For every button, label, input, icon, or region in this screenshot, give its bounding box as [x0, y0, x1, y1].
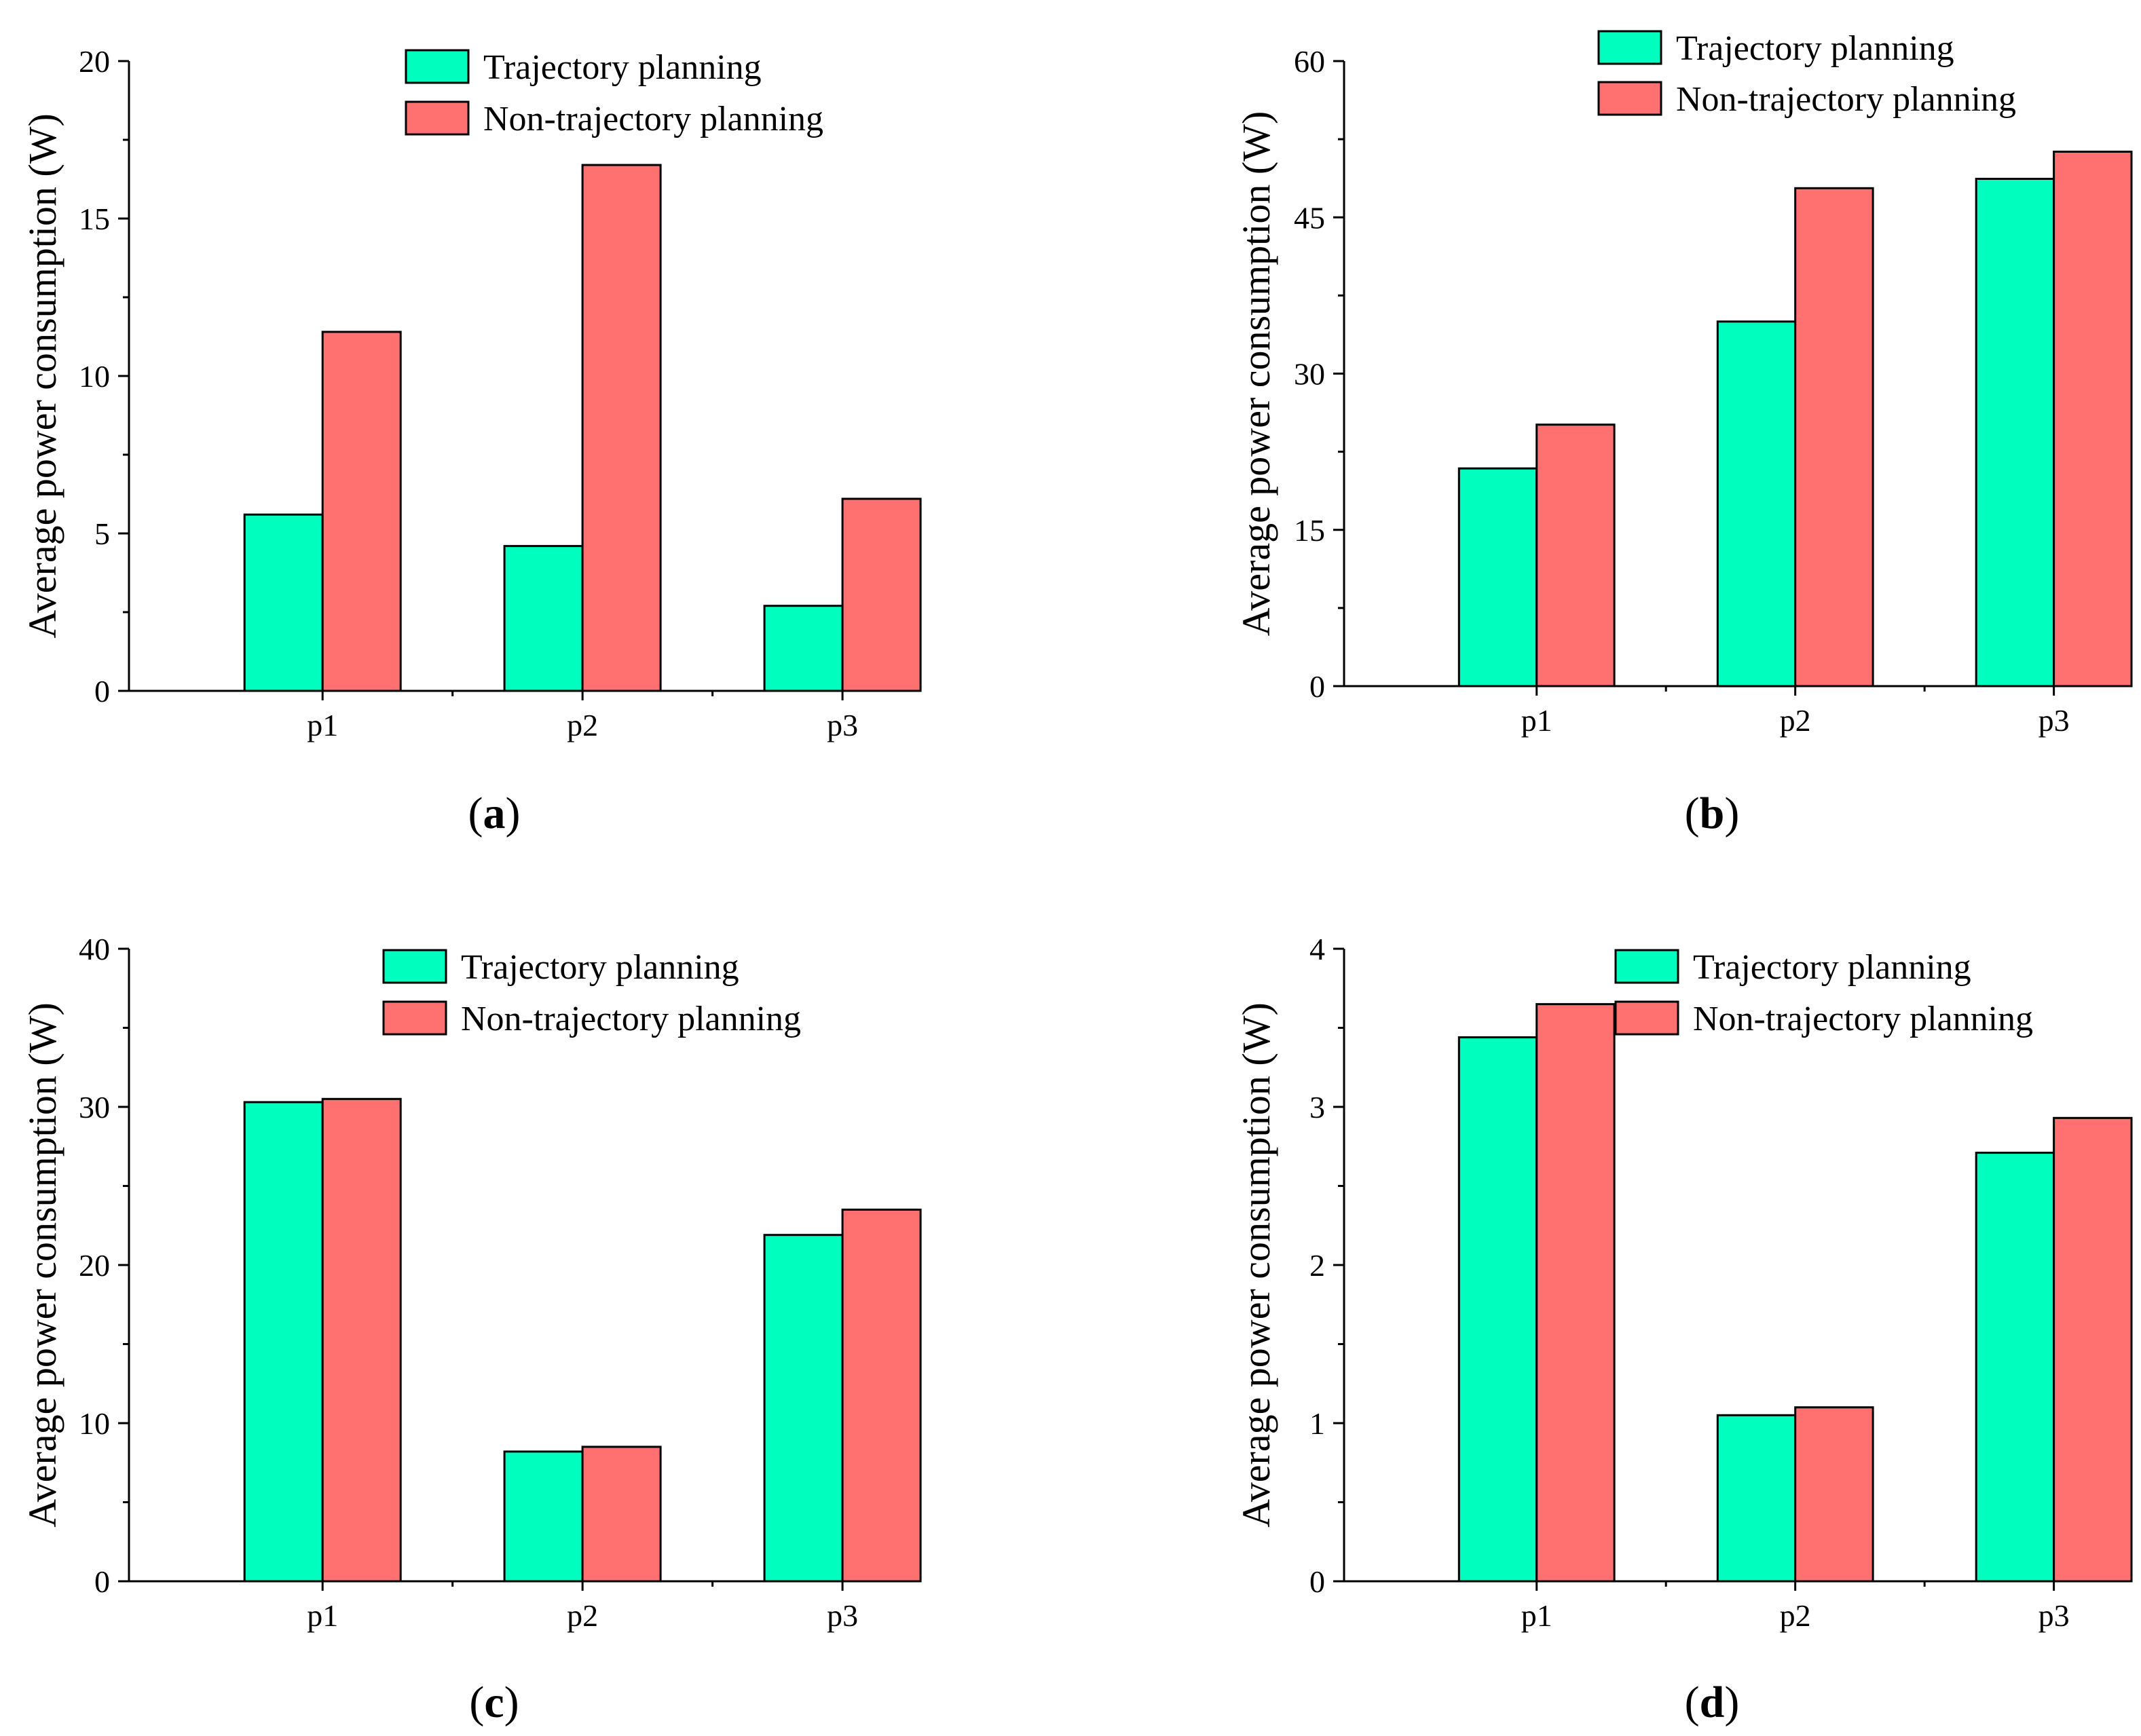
- bar-non-trajectory-p1: [1535, 423, 1616, 687]
- y-tick-label: 1: [1309, 1406, 1325, 1441]
- panel-label: (c): [469, 1678, 519, 1727]
- y-tick-label: 0: [94, 674, 110, 709]
- y-tick-label: 10: [79, 359, 110, 394]
- bar-trajectory-p3: [1975, 178, 2055, 687]
- bar-trajectory-p2: [1716, 320, 1797, 687]
- legend-label-trajectory: Trajectory planning: [461, 948, 739, 987]
- bar-non-trajectory-p1: [321, 331, 402, 692]
- bar-trajectory-p1: [243, 513, 324, 692]
- y-tick-label: 15: [79, 202, 110, 236]
- y-tick-label: 30: [79, 1090, 110, 1125]
- y-tick-label: 0: [1309, 1564, 1325, 1599]
- bar-non-trajectory-p3: [2053, 1116, 2133, 1583]
- y-tick-label: 5: [94, 516, 110, 551]
- panel-label: (d): [1685, 1678, 1740, 1727]
- bar-trajectory-p3: [763, 1234, 844, 1583]
- y-tick-label: 2: [1309, 1248, 1325, 1283]
- bar-trajectory-p1: [243, 1101, 324, 1583]
- y-tick-label: 30: [1294, 357, 1325, 392]
- x-tick-label-p3: p3: [2038, 703, 2070, 738]
- bar-trajectory-p1: [1457, 1036, 1538, 1583]
- bar-non-trajectory-p1: [1535, 1003, 1616, 1583]
- bar-non-trajectory-p2: [1794, 187, 1874, 687]
- x-tick-label-p1: p1: [307, 1598, 338, 1633]
- chart-panel-b: 0 15 30 45 60 p1 p2 p3 Average power consumption…: [1234, 29, 2133, 838]
- legend-swatch-non-trajectory: [382, 1000, 447, 1036]
- panel-letter: c: [484, 1678, 504, 1727]
- y-tick-label: 20: [79, 1248, 110, 1283]
- x-tick-label-p1: p1: [1521, 703, 1552, 738]
- legend-swatch-non-trajectory: [1597, 81, 1662, 116]
- y-tick-label: 60: [1294, 44, 1325, 79]
- bar-trajectory-p2: [503, 1450, 584, 1583]
- legend-label-non-trajectory: Non-trajectory planning: [1693, 1000, 2033, 1038]
- y-axis-label: Average power consumption (W): [20, 1002, 64, 1528]
- legend-swatch-trajectory: [405, 49, 470, 84]
- bar-non-trajectory-p2: [581, 164, 662, 692]
- y-tick-label: 3: [1309, 1090, 1325, 1125]
- legend-swatch-non-trajectory: [1614, 1000, 1679, 1036]
- y-axis-label: Average power consumption (W): [1234, 111, 1278, 637]
- legend-label-non-trajectory: Non-trajectory planning: [1676, 80, 2016, 119]
- panel-letter: b: [1700, 789, 1725, 838]
- bar-non-trajectory-p2: [581, 1446, 662, 1583]
- y-tick-label: 10: [79, 1406, 110, 1441]
- chart-panel-a: 0 5 10 15 20 p1 p2 p3 Average power consumption …: [20, 44, 922, 838]
- x-tick-label-p3: p3: [2038, 1598, 2070, 1633]
- x-tick-label-p2: p2: [567, 708, 598, 742]
- x-tick-label-p1: p1: [307, 708, 338, 742]
- x-tick-label-p1: p1: [1521, 1598, 1552, 1633]
- legend-label-trajectory: Trajectory planning: [1676, 29, 1954, 68]
- y-axis-label: Average power consumption (W): [20, 113, 64, 639]
- bar-non-trajectory-p3: [2053, 151, 2133, 687]
- legend-label-trajectory: Trajectory planning: [483, 48, 762, 87]
- y-axis-label: Average power consumption (W): [1234, 1002, 1278, 1528]
- legend-swatch-trajectory: [1614, 949, 1679, 984]
- legend-label-non-trajectory: Non-trajectory planning: [483, 100, 823, 138]
- legend-label-trajectory: Trajectory planning: [1693, 948, 1971, 987]
- chart-panel-c: 0 10 20 30 40 p1 p2 p3 Average power consumption…: [20, 932, 922, 1727]
- chart-panel-d: 0 1 2 3 4 p1 p2 p3 Average power consumption (W)…: [1234, 932, 2133, 1727]
- legend-swatch-trajectory: [382, 949, 447, 984]
- panel-label: (b): [1685, 789, 1740, 838]
- bar-trajectory-p2: [503, 545, 584, 692]
- panel-letter: d: [1700, 1678, 1725, 1727]
- x-tick-label-p3: p3: [827, 1598, 858, 1633]
- x-tick-label-p3: p3: [827, 708, 858, 742]
- y-tick-label: 15: [1294, 513, 1325, 548]
- bar-non-trajectory-p3: [841, 1208, 922, 1583]
- panel-letter: a: [483, 789, 506, 838]
- y-tick-label: 0: [1309, 669, 1325, 704]
- bar-non-trajectory-p2: [1794, 1406, 1874, 1583]
- bar-trajectory-p3: [763, 605, 844, 692]
- legend-label-non-trajectory: Non-trajectory planning: [461, 1000, 801, 1038]
- y-tick-label: 40: [79, 932, 110, 966]
- bar-non-trajectory-p1: [321, 1097, 402, 1583]
- bar-trajectory-p1: [1457, 467, 1538, 687]
- y-tick-label: 0: [94, 1564, 110, 1599]
- y-tick-label: 4: [1309, 932, 1325, 966]
- panel-label: (a): [468, 789, 521, 838]
- bar-trajectory-p3: [1975, 1152, 2055, 1583]
- x-tick-label-p2: p2: [1780, 703, 1811, 738]
- x-tick-label-p2: p2: [567, 1598, 598, 1633]
- legend-swatch-non-trajectory: [405, 100, 470, 136]
- y-tick-label: 20: [79, 44, 110, 79]
- bar-non-trajectory-p3: [841, 497, 922, 692]
- x-tick-label-p2: p2: [1780, 1598, 1811, 1633]
- legend-swatch-trajectory: [1597, 30, 1662, 65]
- bar-trajectory-p2: [1716, 1414, 1797, 1583]
- y-tick-label: 45: [1294, 200, 1325, 235]
